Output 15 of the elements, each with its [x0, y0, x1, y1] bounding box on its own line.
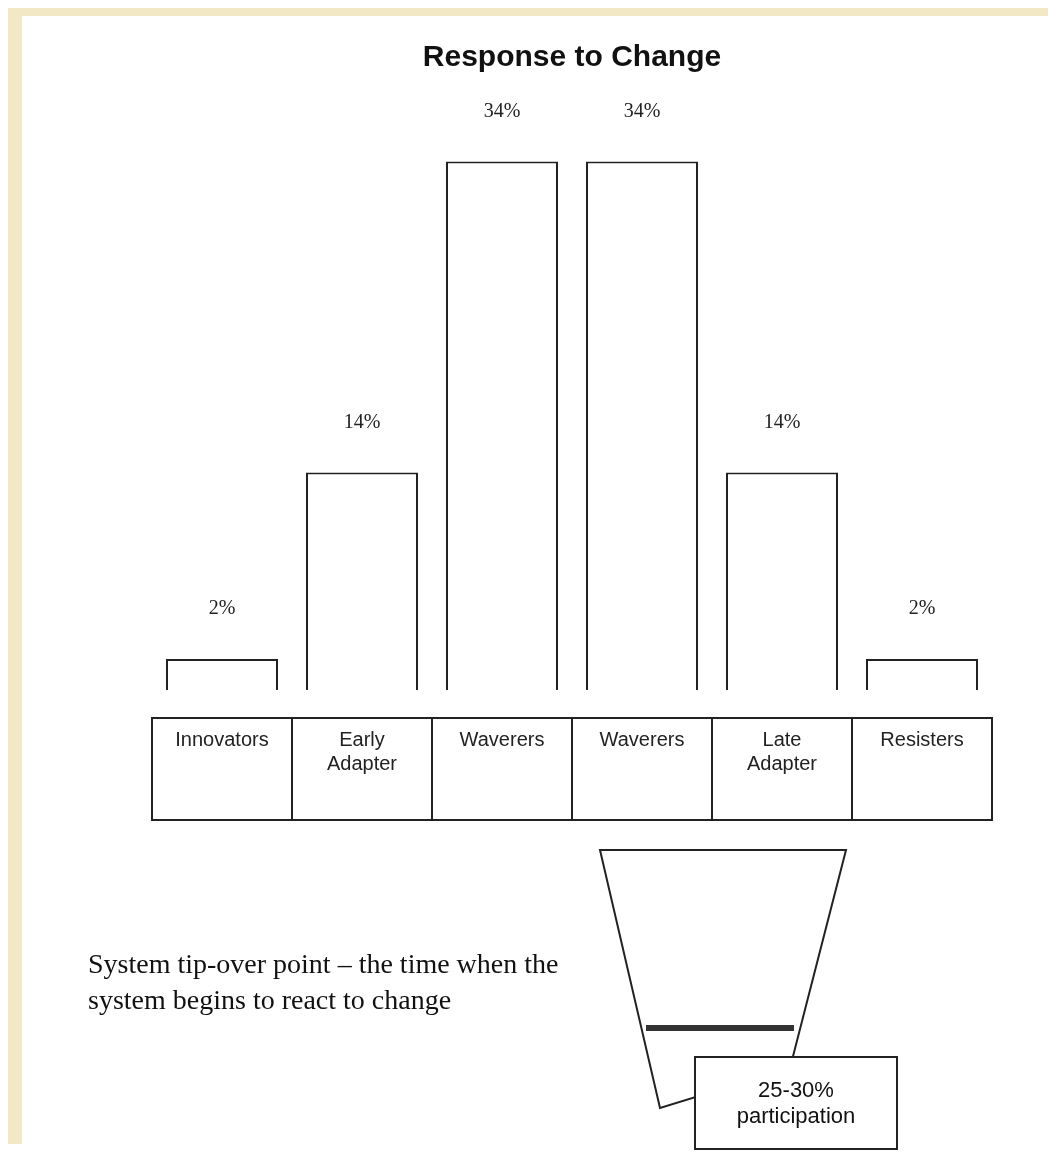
x-tick-label: Resisters — [880, 727, 964, 750]
chart-title: Response to Change — [422, 39, 722, 73]
data-label: 14% — [763, 409, 801, 432]
x-tick-label: Waverers — [599, 727, 685, 750]
data-label: 14% — [343, 409, 381, 432]
data-label: 2% — [208, 596, 236, 619]
x-tick-label: Late Adapter — [746, 727, 818, 774]
text: 25-30% participation — [735, 1077, 857, 1129]
data-label: 2% — [908, 596, 936, 619]
x-tick-label: Early Adapter — [326, 727, 398, 774]
data-label: 34% — [483, 98, 521, 121]
data-label: 34% — [623, 98, 661, 121]
x-tick-label: Waverers — [459, 727, 545, 750]
text: System tip-over point – the time when the system begins to react to change — [88, 947, 560, 1017]
x-tick-label: Innovators — [175, 727, 269, 750]
